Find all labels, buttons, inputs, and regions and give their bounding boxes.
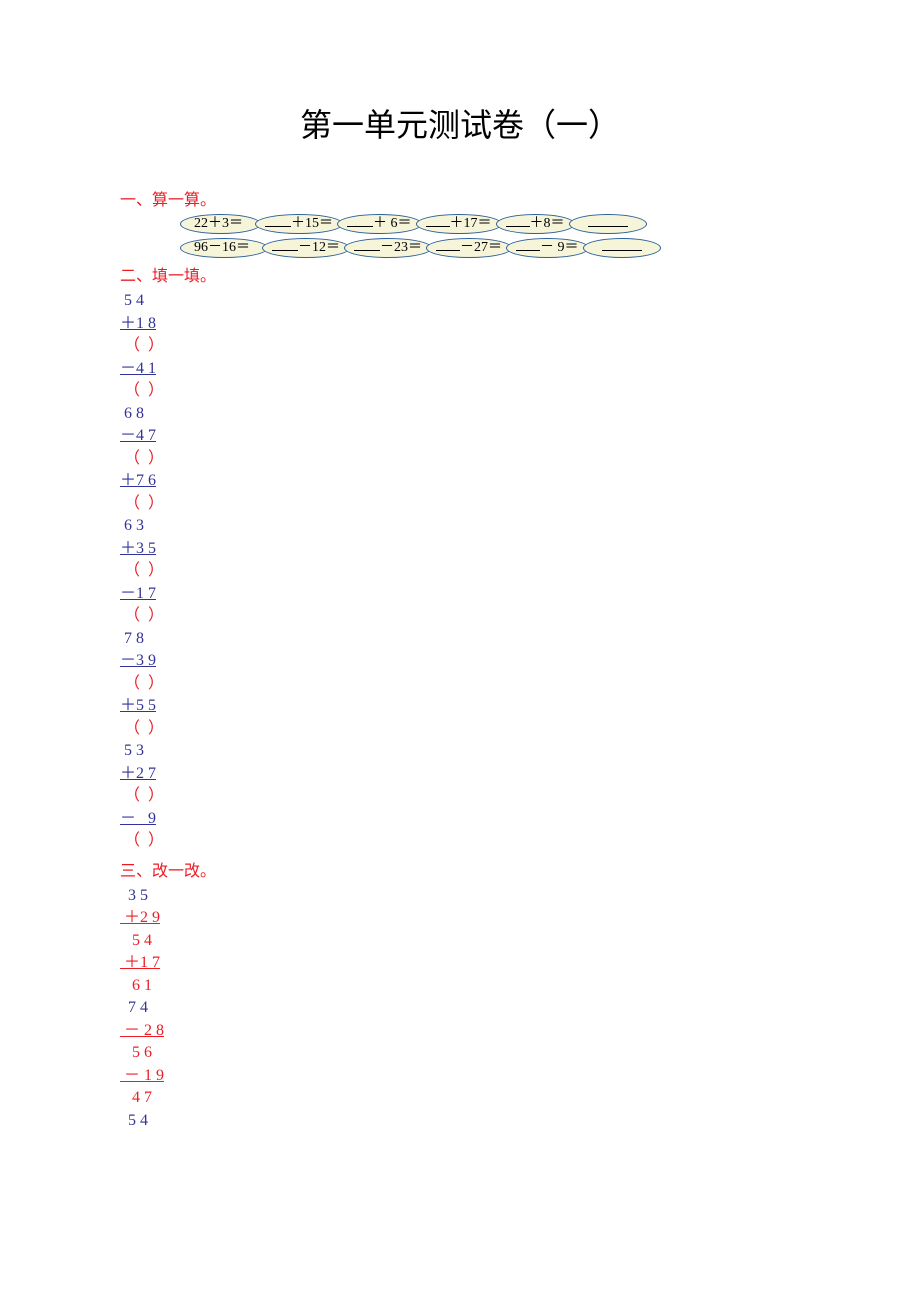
corr-op: － 1 9 bbox=[120, 1065, 800, 1088]
calc-chain-rows: 22＋3＝＋15＝＋ 6＝＋17＝＋8＝ 96－16＝－12＝－23＝－27＝－ … bbox=[120, 214, 800, 258]
page-title: 第一单元测试卷（一） bbox=[120, 100, 800, 146]
calc-chain-row: 22＋3＝＋15＝＋ 6＝＋17＝＋8＝ bbox=[180, 214, 800, 234]
fill-op: －4 7 bbox=[120, 425, 800, 448]
chain-blank bbox=[354, 238, 380, 251]
corr-op: － 2 8 bbox=[120, 1020, 800, 1043]
fill-op: －3 9 bbox=[120, 650, 800, 673]
fill-answer-placeholder: （ ） bbox=[120, 448, 800, 471]
chain-blank bbox=[602, 238, 642, 251]
chain-final-blank bbox=[569, 214, 647, 234]
chain-blank bbox=[516, 238, 540, 251]
fill-op: ＋7 6 bbox=[120, 470, 800, 493]
chain-blank bbox=[426, 214, 450, 227]
corr-ans: 5 4 bbox=[120, 930, 800, 953]
chain-op: ＋15＝ bbox=[255, 214, 343, 234]
chain-blank bbox=[272, 238, 298, 251]
fill-op: ＋2 7 bbox=[120, 763, 800, 786]
fill-answer-placeholder: （ ） bbox=[120, 673, 800, 696]
chain-op: － 9＝ bbox=[506, 238, 589, 258]
fill-answer-placeholder: （ ） bbox=[120, 605, 800, 628]
chain-op: ＋ 6＝ bbox=[337, 214, 422, 234]
corr-ans: 6 1 bbox=[120, 975, 800, 998]
fill-answer-placeholder: （ ） bbox=[120, 335, 800, 358]
chain-blank bbox=[265, 214, 291, 227]
section-1-heading: 一、算一算。 bbox=[120, 186, 800, 210]
fill-top: 6 8 bbox=[120, 403, 800, 426]
fill-top: 6 3 bbox=[120, 515, 800, 538]
corr-top: 3 5 bbox=[120, 885, 800, 908]
fill-op: － 9 bbox=[120, 808, 800, 831]
corr-top: 5 4 bbox=[120, 1110, 800, 1133]
corr-op: ＋1 7 bbox=[120, 952, 800, 975]
fill-top: 5 3 bbox=[120, 740, 800, 763]
section-3-heading: 三、改一改。 bbox=[120, 857, 800, 881]
chain-final-blank bbox=[583, 238, 661, 258]
fill-problems: 5 4＋1 8 （ ）－4 1 （ ） 6 8－4 7 （ ）＋7 6 （ ） … bbox=[120, 290, 800, 853]
corr-top: 7 4 bbox=[120, 997, 800, 1020]
chain-start: 22＋3＝ bbox=[180, 214, 261, 234]
chain-blank bbox=[347, 214, 373, 227]
chain-op: ＋17＝ bbox=[416, 214, 502, 234]
corr-ans: 5 6 bbox=[120, 1042, 800, 1065]
fill-op: ＋1 8 bbox=[120, 313, 800, 336]
fill-op: －1 7 bbox=[120, 583, 800, 606]
fill-answer-placeholder: （ ） bbox=[120, 785, 800, 808]
chain-blank bbox=[506, 214, 530, 227]
fill-answer-placeholder: （ ） bbox=[120, 560, 800, 583]
chain-blank bbox=[436, 238, 460, 251]
fill-answer-placeholder: （ ） bbox=[120, 718, 800, 741]
fill-op: ＋5 5 bbox=[120, 695, 800, 718]
fill-answer-placeholder: （ ） bbox=[120, 830, 800, 853]
fill-top: 7 8 bbox=[120, 628, 800, 651]
fill-top: 5 4 bbox=[120, 290, 800, 313]
corr-ans: 4 7 bbox=[120, 1087, 800, 1110]
fill-op: －4 1 bbox=[120, 358, 800, 381]
section-2-heading: 二、填一填。 bbox=[120, 262, 800, 286]
fill-answer-placeholder: （ ） bbox=[120, 493, 800, 516]
chain-start: 96－16＝ bbox=[180, 238, 268, 258]
corr-op: ＋2 9 bbox=[120, 907, 800, 930]
chain-op: －27＝ bbox=[426, 238, 512, 258]
correct-problems: 3 5 ＋2 9 5 4 ＋1 7 6 1 7 4 － 2 8 5 6 － 1 … bbox=[120, 885, 800, 1133]
calc-chain-row: 96－16＝－12＝－23＝－27＝－ 9＝ bbox=[180, 238, 800, 258]
fill-op: ＋3 5 bbox=[120, 538, 800, 561]
chain-op: ＋8＝ bbox=[496, 214, 575, 234]
chain-op: －23＝ bbox=[344, 238, 432, 258]
chain-op: －12＝ bbox=[262, 238, 350, 258]
fill-answer-placeholder: （ ） bbox=[120, 380, 800, 403]
chain-blank bbox=[588, 214, 628, 227]
